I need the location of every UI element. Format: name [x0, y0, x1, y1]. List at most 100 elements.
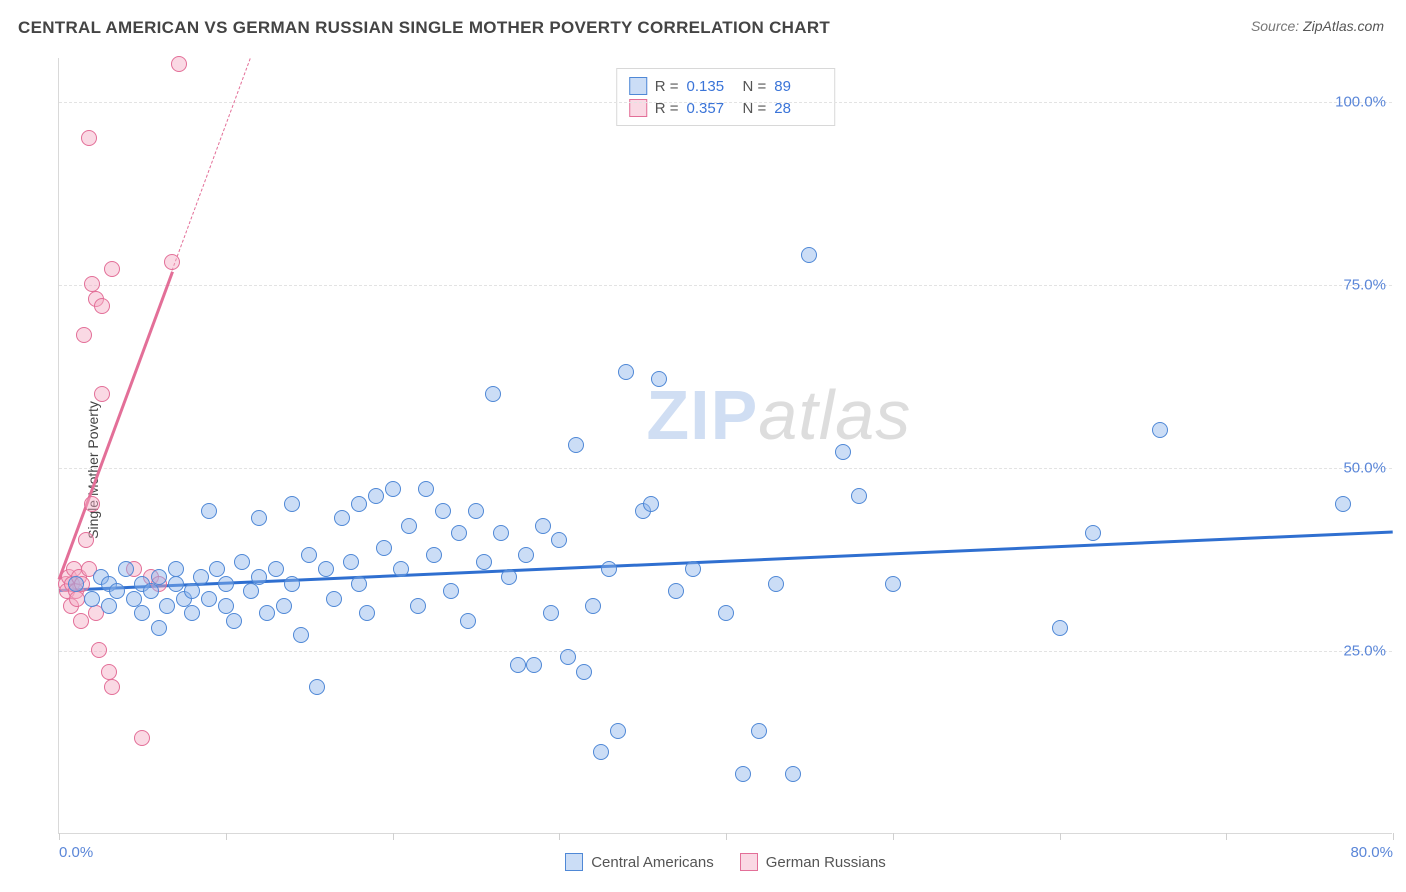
x-tick	[393, 833, 394, 840]
scatter-point-central	[284, 576, 300, 592]
scatter-point-central	[284, 496, 300, 512]
watermark-right: atlas	[758, 376, 911, 454]
scatter-point-central	[118, 561, 134, 577]
scatter-point-central	[851, 488, 867, 504]
watermark: ZIPatlas	[646, 375, 911, 455]
y-tick-label: 50.0%	[1343, 459, 1386, 476]
scatter-point-central	[560, 649, 576, 665]
scatter-point-central	[151, 620, 167, 636]
scatter-point-central	[376, 540, 392, 556]
scatter-point-central	[151, 569, 167, 585]
trend-line	[172, 58, 251, 271]
r-value-central: 0.135	[687, 78, 735, 95]
scatter-point-central	[501, 569, 517, 585]
scatter-point-central	[84, 591, 100, 607]
scatter-point-central	[218, 598, 234, 614]
chart-source: Source: ZipAtlas.com	[1251, 18, 1384, 34]
scatter-point-central	[751, 723, 767, 739]
stats-row-central: R = 0.135 N = 89	[627, 75, 825, 97]
scatter-point-central	[526, 657, 542, 673]
stats-row-german: R = 0.357 N = 28	[627, 97, 825, 119]
scatter-point-central	[293, 627, 309, 643]
scatter-point-central	[801, 247, 817, 263]
scatter-point-central	[368, 488, 384, 504]
scatter-point-german	[94, 386, 110, 402]
scatter-point-german	[81, 130, 97, 146]
x-tick-label: 80.0%	[1350, 844, 1393, 861]
watermark-left: ZIP	[646, 376, 758, 454]
scatter-point-central	[159, 598, 175, 614]
scatter-point-central	[276, 598, 292, 614]
scatter-point-central	[134, 605, 150, 621]
scatter-point-central	[735, 766, 751, 782]
scatter-point-central	[184, 583, 200, 599]
scatter-point-german	[101, 664, 117, 680]
scatter-point-central	[218, 576, 234, 592]
scatter-point-central	[518, 547, 534, 563]
scatter-point-german	[84, 496, 100, 512]
stats-legend: R = 0.135 N = 89 R = 0.357 N = 28	[616, 68, 836, 126]
source-prefix: Source:	[1251, 18, 1303, 34]
scatter-point-german	[134, 730, 150, 746]
scatter-point-central	[1085, 525, 1101, 541]
legend-item-central: Central Americans	[565, 853, 714, 871]
scatter-point-central	[410, 598, 426, 614]
swatch-central	[629, 77, 647, 95]
scatter-point-central	[234, 554, 250, 570]
scatter-point-central	[643, 496, 659, 512]
scatter-point-central	[593, 744, 609, 760]
scatter-point-central	[201, 503, 217, 519]
scatter-point-german	[94, 298, 110, 314]
r-label: R =	[655, 78, 679, 95]
scatter-point-central	[68, 576, 84, 592]
scatter-point-central	[385, 481, 401, 497]
x-tick	[726, 833, 727, 840]
scatter-point-central	[493, 525, 509, 541]
scatter-point-central	[251, 569, 267, 585]
x-tick	[226, 833, 227, 840]
scatter-point-central	[401, 518, 417, 534]
scatter-plot: ZIPatlas R = 0.135 N = 89 R = 0.357 N = …	[58, 58, 1392, 834]
scatter-point-central	[334, 510, 350, 526]
x-tick-label: 0.0%	[59, 844, 93, 861]
gridline	[59, 468, 1392, 469]
scatter-point-central	[468, 503, 484, 519]
legend-label-central: Central Americans	[591, 854, 714, 871]
scatter-point-central	[668, 583, 684, 599]
scatter-point-central	[359, 605, 375, 621]
scatter-point-central	[201, 591, 217, 607]
x-tick	[59, 833, 60, 840]
x-tick	[893, 833, 894, 840]
scatter-point-central	[1052, 620, 1068, 636]
scatter-point-central	[610, 723, 626, 739]
scatter-point-central	[259, 605, 275, 621]
scatter-point-central	[184, 605, 200, 621]
scatter-point-central	[418, 481, 434, 497]
scatter-point-central	[685, 561, 701, 577]
scatter-point-central	[351, 496, 367, 512]
scatter-point-central	[885, 576, 901, 592]
scatter-point-central	[251, 510, 267, 526]
scatter-point-central	[768, 576, 784, 592]
gridline	[59, 102, 1392, 103]
legend-label-german: German Russians	[766, 854, 886, 871]
scatter-point-central	[485, 386, 501, 402]
scatter-point-central	[243, 583, 259, 599]
scatter-point-central	[168, 561, 184, 577]
scatter-point-central	[460, 613, 476, 629]
swatch-german	[740, 853, 758, 871]
scatter-point-german	[104, 261, 120, 277]
scatter-point-central	[143, 583, 159, 599]
x-tick	[1060, 833, 1061, 840]
scatter-point-central	[301, 547, 317, 563]
scatter-point-central	[109, 583, 125, 599]
chart-title: CENTRAL AMERICAN VS GERMAN RUSSIAN SINGL…	[18, 18, 830, 38]
scatter-point-german	[76, 327, 92, 343]
scatter-point-central	[476, 554, 492, 570]
scatter-point-german	[164, 254, 180, 270]
x-tick	[559, 833, 560, 840]
scatter-point-german	[91, 642, 107, 658]
trend-line	[58, 271, 174, 579]
scatter-point-central	[535, 518, 551, 534]
scatter-point-central	[435, 503, 451, 519]
